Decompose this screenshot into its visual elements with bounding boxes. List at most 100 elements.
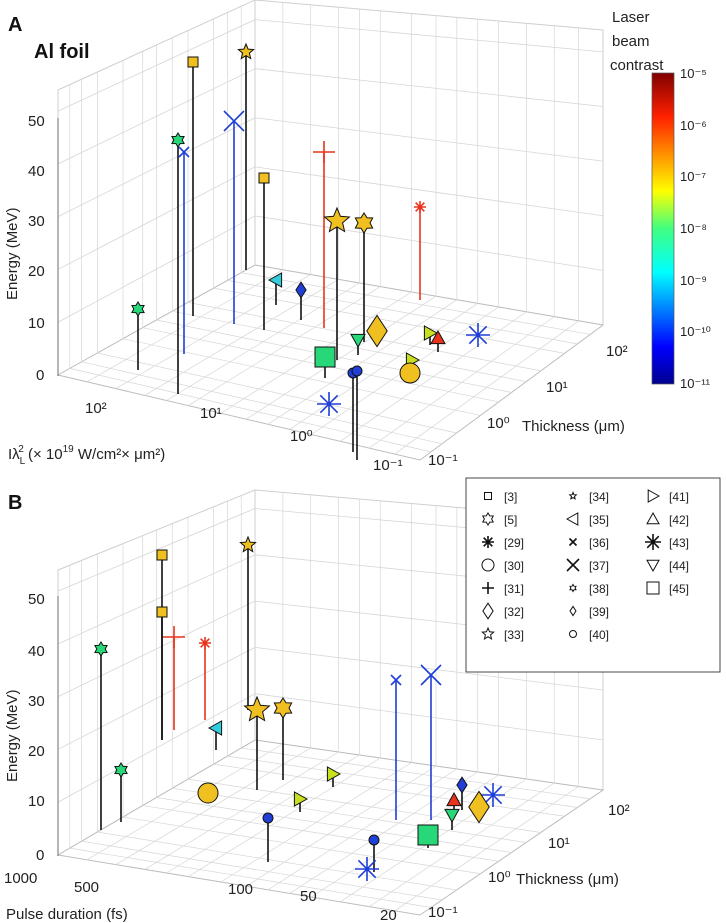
panel-b-floor-grid bbox=[187, 778, 541, 833]
panel-b-zlabel: Energy (MeV) bbox=[4, 689, 21, 782]
panel-b-label: B bbox=[8, 492, 22, 514]
panel-a-xtick-1: 10¹ bbox=[200, 405, 222, 422]
point-ref-3 bbox=[156, 606, 168, 618]
panel-a-floor-grid bbox=[144, 279, 339, 396]
legend-label-43: [43] bbox=[669, 536, 689, 550]
panel-a-floor-grid bbox=[369, 316, 555, 449]
colorbar-tick-4: 10⁻⁹ bbox=[680, 273, 707, 288]
panel-b-floor-grid bbox=[267, 768, 458, 891]
panel-a-back-grid bbox=[254, 19, 604, 53]
panel-a-ztick-10: 10 bbox=[28, 315, 45, 332]
legend-label-32: [32] bbox=[504, 605, 524, 619]
panel-a-ytick-1: 10⁰ bbox=[487, 415, 510, 432]
panel-a-label: A bbox=[8, 14, 22, 36]
point-ref-33 bbox=[323, 206, 351, 233]
colorbar-title-0: Laser bbox=[612, 9, 650, 26]
point-ref-43 bbox=[317, 392, 341, 416]
legend-marker-33 bbox=[481, 626, 495, 640]
legend: [3] [5] [29] [30] [31] [32] [33] [34] [35] [36] [3… bbox=[465, 477, 721, 673]
legend-label-36: [36] bbox=[589, 536, 609, 550]
colorbar-tick-1: 10⁻⁶ bbox=[680, 118, 707, 133]
legend-label-35: [35] bbox=[589, 513, 609, 527]
point-ref-40 bbox=[262, 812, 274, 824]
panel-b-ytick-3: 10² bbox=[608, 802, 630, 819]
panel-b-ztick-20: 20 bbox=[28, 743, 45, 760]
point-ref-29 bbox=[414, 201, 426, 213]
panel-b-xlabel: Pulse duration (fs) bbox=[6, 906, 128, 923]
legend-label-34: [34] bbox=[589, 490, 609, 504]
point-ref-45 bbox=[314, 346, 336, 368]
legend-marker-30 bbox=[481, 558, 495, 572]
panel-a-floor-grid bbox=[86, 269, 284, 383]
point-ref-43 bbox=[481, 783, 505, 807]
point-ref-43 bbox=[355, 857, 379, 881]
colorbar-title-1: beam bbox=[612, 33, 650, 50]
legend-label-39: [39] bbox=[589, 605, 609, 619]
panel-a-ytick-3: 10² bbox=[606, 343, 628, 360]
panel-a-ylabel: Thickness (μm) bbox=[522, 418, 625, 435]
point-ref-5 bbox=[354, 212, 374, 234]
legend-marker-3 bbox=[484, 492, 492, 500]
legend-marker-42 bbox=[646, 511, 660, 525]
colorbar-tick-3: 10⁻⁸ bbox=[680, 221, 707, 236]
legend-label-5: [5] bbox=[504, 513, 517, 527]
panel-b-xtick-4: 20 bbox=[380, 907, 397, 923]
panel-a-ztick-40: 40 bbox=[28, 163, 45, 180]
panel-b-floor-grid bbox=[311, 774, 499, 898]
panel-b-back-grid bbox=[254, 647, 604, 691]
panel-b-xtick-3: 50 bbox=[300, 888, 317, 905]
colorbar-tick-0: 10⁻⁵ bbox=[680, 66, 707, 81]
legend-marker-5 bbox=[481, 512, 495, 526]
legend-marker-34 bbox=[568, 491, 578, 500]
panel-a-floor-grid bbox=[115, 274, 311, 389]
panel-a-data bbox=[131, 42, 490, 460]
legend-label-37: [37] bbox=[589, 559, 609, 573]
legend-label-45: [45] bbox=[669, 582, 689, 596]
point-ref-44 bbox=[350, 333, 366, 349]
panel-b: B 0 10 20 30 40 50 Energy (MeV) 1000 500… bbox=[4, 477, 721, 923]
panel-b-floor-grid bbox=[122, 816, 481, 875]
panel-b-xtick-1: 500 bbox=[74, 879, 99, 896]
panel-a-back-grid bbox=[254, 166, 604, 217]
panel-a-xtick-0: 10² bbox=[85, 400, 107, 417]
panel-b-ytick-0: 10⁻¹ bbox=[428, 904, 458, 921]
panel-a-ztick-20: 20 bbox=[28, 263, 45, 280]
legend-label-40: [40] bbox=[589, 628, 609, 642]
colorbar: Laser beam contrast 10⁻⁵ 10⁻⁶ 10⁻⁷ 10⁻⁸ … bbox=[610, 9, 711, 391]
point-ref-38 bbox=[114, 762, 128, 778]
point-ref-40 bbox=[351, 365, 363, 377]
panel-b-ztick-50: 50 bbox=[28, 591, 45, 608]
legend-marker-45 bbox=[646, 581, 660, 595]
point-ref-33 bbox=[243, 695, 271, 722]
panel-b-floor-grid bbox=[289, 771, 478, 894]
legend-marker-44 bbox=[646, 559, 660, 573]
point-ref-36 bbox=[178, 146, 190, 158]
point-ref-44 bbox=[444, 808, 460, 824]
panel-a-floor-grid bbox=[241, 272, 591, 335]
legend-label-44: [44] bbox=[669, 559, 689, 573]
legend-marker-36 bbox=[568, 537, 578, 547]
point-ref-37 bbox=[223, 110, 245, 132]
panel-b-floor-grid bbox=[227, 755, 578, 808]
colorbar-gradient bbox=[651, 72, 675, 385]
panel-a-ztick-50: 50 bbox=[28, 113, 45, 130]
legend-marker-43 bbox=[645, 534, 661, 550]
point-ref-3 bbox=[187, 56, 199, 68]
colorbar-title-2: contrast bbox=[610, 57, 664, 74]
point-ref-3 bbox=[156, 549, 168, 561]
point-ref-31 bbox=[163, 626, 185, 648]
legend-label-33: [33] bbox=[504, 628, 524, 642]
panel-b-ztick-0: 0 bbox=[36, 847, 44, 864]
colorbar-tick-5: 10⁻¹⁰ bbox=[680, 324, 711, 339]
panel-a-floor-grid bbox=[340, 311, 527, 442]
panel-b-floor-grid bbox=[86, 743, 284, 861]
panel-a-zlabel: Energy (MeV) bbox=[4, 207, 21, 300]
point-ref-29 bbox=[199, 637, 211, 649]
point-ref-39 bbox=[456, 776, 468, 794]
point-ref-33 bbox=[237, 42, 255, 60]
point-ref-38 bbox=[94, 641, 108, 657]
point-ref-42 bbox=[446, 791, 462, 807]
legend-marker-38 bbox=[569, 583, 577, 593]
panel-b-ytick-2: 10¹ bbox=[548, 835, 570, 852]
